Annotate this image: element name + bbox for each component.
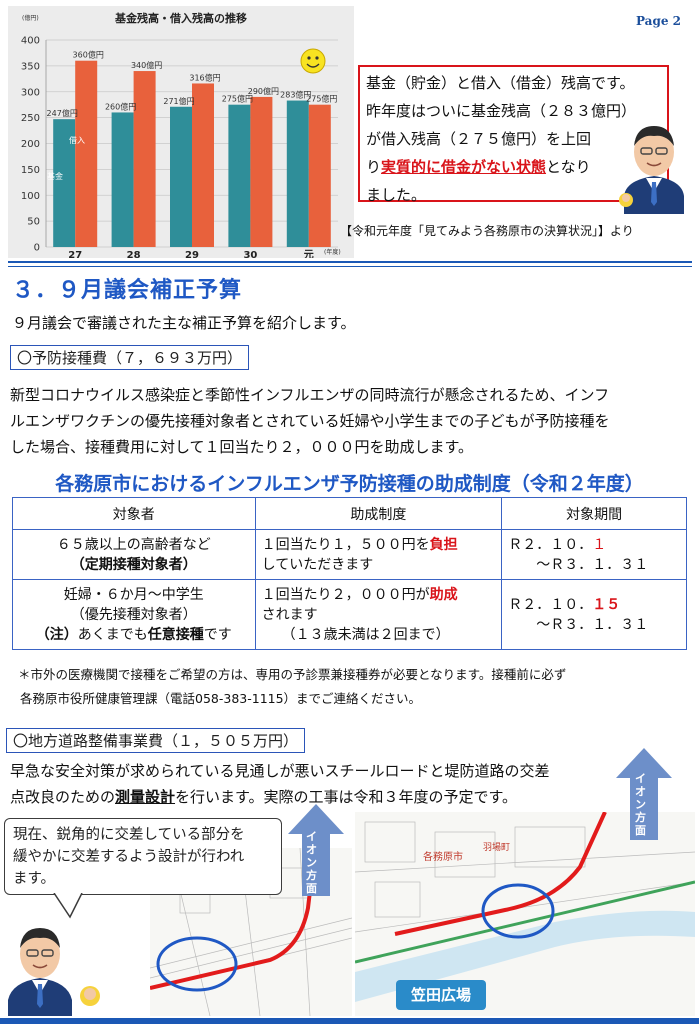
table-row: 妊婦・６か月～中学生 （優先接種対象者） （注）あくまでも任意接種です １回当た… (12, 579, 687, 650)
divider (8, 261, 692, 263)
section-intro: ９月議会で審議された主な補正予算を紹介します。 (12, 314, 356, 332)
data-label: 340億円 (131, 60, 162, 70)
bar-debt (192, 83, 214, 247)
bar-fund (170, 106, 192, 247)
vaccine-heading: 〇予防接種費（７，６９３万円） (10, 345, 250, 370)
callout-line: 基金（貯金）と借入（借金）残高です。 (366, 74, 635, 92)
focus-circle-right (481, 883, 555, 939)
direction-label-left: イオン方面 (306, 830, 317, 895)
footnote: ＊市外の医療機関で接種をご希望の方は、専用の予診票兼接種券が必要となります。接種… (18, 663, 690, 711)
callout-line: 昨年度はついに基金残高（２８３億円） (366, 102, 637, 120)
y-tick-label: 350 (21, 61, 40, 72)
speech-line: 現在、鋭角的に交差している部分を (13, 827, 245, 843)
footnote-line: ＊市外の医療機関で接種をご希望の方は、専用の予診票兼接種券が必要となります。接種… (18, 667, 567, 682)
place-label-kasada: 笠田広場 (396, 980, 486, 1010)
x-tick-label: 元 (304, 249, 314, 258)
x-tick-label: 28 (127, 250, 141, 258)
y-tick-label: 0 (34, 243, 40, 254)
road-map-right: 各務原市 羽場町 (355, 812, 695, 1016)
map-label-town: 羽場町 (483, 841, 510, 853)
callout-text: 基金（貯金）と借入（借金）残高です。 昨年度はついに基金残高（２８３億円） が借… (366, 69, 636, 209)
speech-line: ます。 (13, 871, 56, 887)
table-cell-period: Ｒ２．１０．１ ～Ｒ３．１．３１ (501, 529, 687, 580)
divider (8, 266, 692, 267)
table-cell-target: 妊婦・６か月～中学生 （優先接種対象者） （注）あくまでも任意接種です (12, 579, 256, 650)
bar-fund (111, 112, 134, 247)
paragraph-line: した場合、接種費用に対して１回当たり２，０００円を助成します。 (10, 438, 474, 456)
y-tick-label: 150 (21, 165, 40, 176)
fund-debt-chart: 基金残高・借入残高の推移 (億円) (年度) 247億円 360億円 260億円 34… (8, 6, 354, 258)
data-label: 260億円 (105, 101, 136, 111)
focus-circle-left (156, 936, 238, 992)
table-cell-subsidy: １回当たり１，５００円を負担 していただきます (254, 529, 503, 580)
y-tick-label: 50 (27, 217, 40, 228)
paragraph-line: 早急な安全対策が求められている見通しが悪いスチールロードと堤防道路の交差 (10, 762, 550, 780)
callout-line: ました。 (366, 186, 427, 204)
subsidy-table-title: 各務原市におけるインフルエンザ予防接種の助成制度（令和２年度） (55, 473, 644, 495)
table-header: 対象期間 (501, 497, 687, 530)
paragraph-line: ルエンザワクチンの優先接種対象者とされている妊婦や小学生までの子どもが予防接種を (10, 412, 610, 430)
legend-label-debt: 借入 (69, 135, 85, 145)
data-label: 247億円 (47, 108, 78, 118)
table-header: 助成制度 (254, 497, 503, 530)
data-label: 290億円 (248, 86, 279, 96)
table-cell-target: ６５歳以上の高齢者など （定期接種対象者） (12, 529, 256, 580)
table-cell-period: Ｒ２．１０．１５ ～Ｒ３．１．３１ (501, 579, 687, 650)
chart-unit-label: (億円) (22, 14, 39, 22)
table-header: 対象者 (12, 497, 256, 530)
paragraph-line: 新型コロナウイルス感染症と季節性インフルエンザの同時流行が懸念されるため、インフ (10, 386, 610, 404)
road-paragraph: 早急な安全対策が求められている見通しが悪いスチールロードと堤防道路の交差 点改良… (10, 758, 550, 810)
footnote-line: 各務原市役所健康管理課（電話058-383-1115）までご連絡ください。 (20, 691, 422, 706)
speech-line: 緩やかに交差するよう設計が行われ (13, 849, 245, 865)
y-tick-label: 300 (21, 87, 40, 98)
callout-line: り実質的に借金がない状態となり (366, 158, 591, 176)
y-tick-label: 200 (21, 139, 40, 150)
source-note: 【令和元年度「見てみよう各務原市の決算状況」】より (340, 224, 634, 238)
paragraph-line: 点改良のための測量設計を行います。実際の工事は令和３年度の予定です。 (10, 788, 518, 806)
bar-fund (228, 104, 251, 247)
bottom-bar (0, 1018, 699, 1024)
y-tick-label: 100 (21, 191, 40, 202)
map-label-city: 各務原市 (423, 850, 463, 863)
chart-title: 基金残高・借入残高の推移 (114, 11, 247, 25)
page-number: Page 2 (635, 14, 681, 28)
data-label: 271億円 (163, 96, 194, 106)
section-title: ３．９月議会補正予算 (12, 278, 243, 303)
data-label: 275億円 (306, 94, 337, 104)
smiley-icon (300, 48, 326, 74)
data-label: 283億円 (280, 90, 311, 100)
table-row: ６５歳以上の高齢者など （定期接種対象者） １回当たり１，５００円を負担 してい… (12, 529, 687, 580)
bar-fund (53, 119, 76, 247)
data-label: 275億円 (222, 94, 253, 104)
direction-arrow-right (616, 748, 672, 840)
callout-highlight: 実質的に借金がない状態 (381, 158, 547, 176)
bar-debt (75, 60, 98, 248)
callout-box (358, 65, 669, 202)
direction-label-right: イオン方面 (635, 772, 646, 837)
speech-bubble: 現在、鋭角的に交差している部分を 緩やかに交差するよう設計が行われ ます。 (4, 818, 282, 895)
chart-x-unit: (年度) (324, 248, 341, 256)
x-tick-label: 27 (68, 250, 82, 258)
data-label: 316億円 (189, 72, 220, 82)
data-label: 360億円 (73, 50, 104, 60)
vaccine-paragraph: 新型コロナウイルス感染症と季節性インフルエンザの同時流行が懸念されるため、インフ… (10, 382, 610, 460)
road-heading: 〇地方道路整備事業費（１，５０５万円） (6, 728, 306, 753)
presenter-portrait-image (8, 928, 100, 1016)
direction-arrow-left (288, 804, 344, 896)
bar-debt (308, 104, 331, 247)
bar-fund (286, 100, 309, 247)
bar-debt (133, 71, 156, 247)
legend-label-fund: 基金 (47, 171, 63, 181)
x-tick-label: 29 (185, 250, 199, 258)
subsidy-table: 対象者 助成制度 対象期間 ６５歳以上の高齢者など （定期接種対象者） １回当た… (12, 497, 687, 650)
presenter-portrait-image (619, 126, 684, 214)
speech-bubble-tail (53, 893, 83, 919)
callout-line: が借入残高（２７５億円）を上回 (366, 130, 592, 148)
bar-debt (250, 96, 273, 247)
table-header-row: 対象者 助成制度 対象期間 (12, 497, 687, 530)
y-tick-label: 250 (21, 113, 40, 124)
y-tick-label: 400 (21, 36, 40, 47)
x-tick-label: 30 (243, 250, 257, 258)
table-cell-subsidy: １回当たり２，０００円が助成 されます （１３歳未満は２回まで） (254, 579, 503, 650)
